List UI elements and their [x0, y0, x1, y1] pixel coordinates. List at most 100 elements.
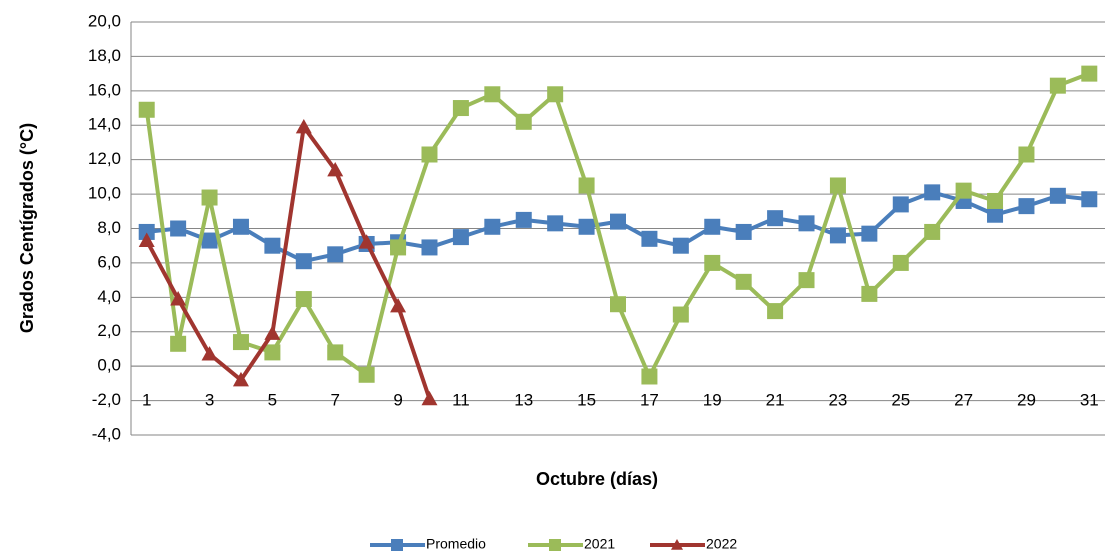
marker — [924, 184, 941, 201]
marker — [735, 273, 752, 290]
marker — [421, 146, 438, 163]
marker — [264, 344, 281, 361]
marker — [672, 237, 689, 254]
marker — [295, 253, 312, 270]
y-tick-label: 4,0 — [97, 287, 121, 306]
x-tick-label: 5 — [268, 391, 277, 410]
marker — [327, 161, 344, 177]
marker — [232, 334, 249, 351]
y-tick-label: 6,0 — [97, 252, 121, 271]
marker — [358, 234, 375, 249]
legend-label: 2021 — [584, 536, 615, 552]
marker — [892, 196, 909, 213]
y-tick-label: 10,0 — [88, 184, 121, 203]
x-tick-label: 19 — [703, 391, 722, 410]
marker — [767, 210, 784, 227]
y-tick-label: 18,0 — [88, 46, 121, 65]
marker — [295, 118, 312, 134]
marker — [987, 206, 1004, 223]
legend-marker — [671, 539, 683, 550]
x-tick-label: 25 — [891, 391, 910, 410]
marker — [138, 232, 155, 247]
x-tick-label: 15 — [577, 391, 596, 410]
marker — [201, 232, 218, 249]
x-tick-label: 23 — [828, 391, 847, 410]
marker — [955, 182, 972, 199]
x-tick-label: 3 — [205, 391, 214, 410]
x-tick-label: 1 — [142, 391, 151, 410]
marker — [452, 229, 469, 246]
marker — [264, 237, 281, 254]
marker — [170, 220, 187, 237]
legend-marker — [549, 539, 561, 551]
marker — [170, 335, 187, 352]
x-tick-label: 31 — [1080, 391, 1099, 410]
marker — [421, 239, 438, 256]
marker — [390, 239, 407, 256]
x-tick-label: 13 — [514, 391, 533, 410]
marker — [892, 254, 909, 271]
marker — [421, 390, 438, 406]
marker — [327, 344, 344, 361]
y-tick-label: 0,0 — [97, 356, 121, 375]
legend-label: Promedio — [426, 536, 486, 552]
marker — [1049, 187, 1066, 204]
marker — [138, 223, 155, 240]
y-tick-label: 20,0 — [88, 11, 121, 30]
x-tick-label: 11 — [452, 391, 470, 410]
marker — [1018, 146, 1035, 163]
marker — [515, 113, 532, 130]
marker — [861, 225, 878, 242]
legend-marker — [391, 539, 403, 551]
y-tick-label: 2,0 — [97, 321, 121, 340]
marker — [735, 223, 752, 240]
marker — [138, 101, 155, 118]
x-tick-label: 7 — [330, 391, 339, 410]
marker — [484, 86, 501, 103]
marker — [924, 223, 941, 240]
y-tick-label: 8,0 — [97, 218, 121, 237]
marker — [1049, 77, 1066, 94]
x-tick-label: 27 — [954, 391, 973, 410]
y-tick-label: 14,0 — [88, 115, 121, 134]
series-line — [144, 124, 432, 400]
marker — [641, 230, 658, 247]
marker — [201, 346, 218, 361]
x-axis-title: Octubre (días) — [536, 469, 658, 489]
marker — [232, 371, 249, 387]
y-tick-label: -4,0 — [92, 424, 121, 443]
legend-label: 2022 — [706, 536, 737, 552]
marker — [547, 86, 564, 103]
marker — [1018, 198, 1035, 215]
marker — [1081, 65, 1098, 82]
marker — [578, 177, 595, 194]
marker — [704, 218, 721, 235]
x-tick-label: 17 — [640, 391, 659, 410]
marker — [515, 211, 532, 228]
marker — [829, 177, 846, 194]
marker — [610, 296, 626, 313]
marker — [861, 285, 878, 302]
marker — [327, 246, 344, 263]
marker — [798, 215, 815, 232]
marker — [201, 189, 218, 206]
marker — [295, 291, 312, 308]
marker — [767, 303, 784, 320]
y-axis-title: Grados Centígrados (°C) — [17, 123, 37, 333]
marker — [798, 272, 815, 289]
marker — [264, 325, 281, 340]
marker — [641, 368, 658, 385]
marker — [170, 291, 187, 306]
marker — [610, 213, 626, 230]
marker — [704, 254, 721, 271]
marker — [1081, 191, 1098, 208]
y-tick-label: 16,0 — [88, 80, 121, 99]
marker — [987, 192, 1004, 209]
marker — [484, 218, 501, 235]
marker — [390, 297, 407, 313]
marker — [672, 306, 689, 323]
y-tick-label: -2,0 — [92, 390, 121, 409]
marker — [358, 366, 375, 383]
y-tick-label: 12,0 — [88, 149, 121, 168]
